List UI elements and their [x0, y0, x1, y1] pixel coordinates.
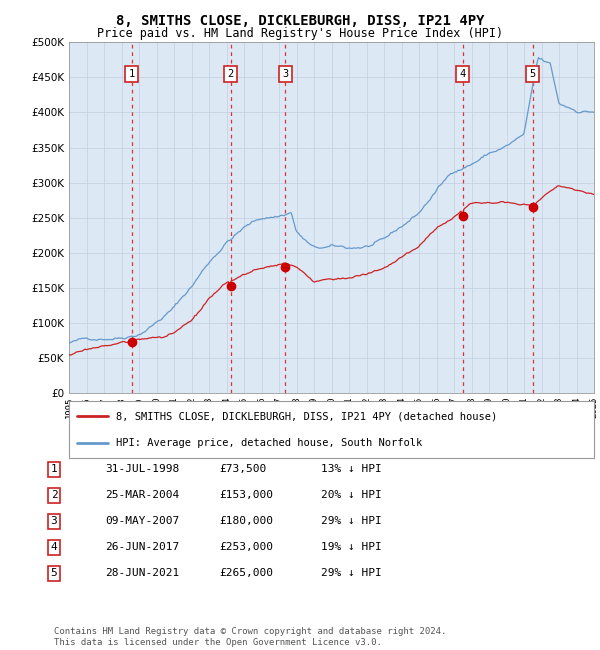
Text: 2: 2 — [227, 69, 233, 79]
Text: 26-JUN-2017: 26-JUN-2017 — [105, 542, 179, 552]
Text: 5: 5 — [529, 69, 536, 79]
Text: 19% ↓ HPI: 19% ↓ HPI — [321, 542, 382, 552]
Text: 5: 5 — [50, 568, 58, 578]
Text: 09-MAY-2007: 09-MAY-2007 — [105, 516, 179, 526]
Text: 3: 3 — [50, 516, 58, 526]
Text: 1: 1 — [128, 69, 135, 79]
Text: 1: 1 — [50, 464, 58, 474]
Text: 29% ↓ HPI: 29% ↓ HPI — [321, 568, 382, 578]
Text: 25-MAR-2004: 25-MAR-2004 — [105, 490, 179, 501]
Text: £265,000: £265,000 — [219, 568, 273, 578]
Text: 4: 4 — [460, 69, 466, 79]
Text: 8, SMITHS CLOSE, DICKLEBURGH, DISS, IP21 4PY: 8, SMITHS CLOSE, DICKLEBURGH, DISS, IP21… — [116, 14, 484, 29]
Text: 28-JUN-2021: 28-JUN-2021 — [105, 568, 179, 578]
Text: 29% ↓ HPI: 29% ↓ HPI — [321, 516, 382, 526]
Text: 2: 2 — [50, 490, 58, 501]
Text: HPI: Average price, detached house, South Norfolk: HPI: Average price, detached house, Sout… — [116, 438, 422, 448]
Text: 31-JUL-1998: 31-JUL-1998 — [105, 464, 179, 474]
Text: £253,000: £253,000 — [219, 542, 273, 552]
Text: Contains HM Land Registry data © Crown copyright and database right 2024.
This d: Contains HM Land Registry data © Crown c… — [54, 627, 446, 647]
Text: £180,000: £180,000 — [219, 516, 273, 526]
Text: 3: 3 — [282, 69, 289, 79]
Text: £153,000: £153,000 — [219, 490, 273, 501]
Text: 13% ↓ HPI: 13% ↓ HPI — [321, 464, 382, 474]
Text: £73,500: £73,500 — [219, 464, 266, 474]
Text: 8, SMITHS CLOSE, DICKLEBURGH, DISS, IP21 4PY (detached house): 8, SMITHS CLOSE, DICKLEBURGH, DISS, IP21… — [116, 411, 497, 421]
Text: 20% ↓ HPI: 20% ↓ HPI — [321, 490, 382, 501]
Text: Price paid vs. HM Land Registry's House Price Index (HPI): Price paid vs. HM Land Registry's House … — [97, 27, 503, 40]
Text: 4: 4 — [50, 542, 58, 552]
